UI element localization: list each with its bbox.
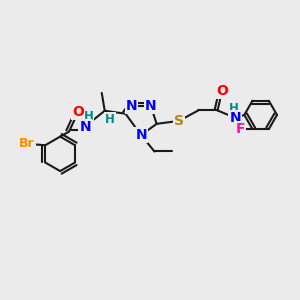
Text: O: O	[72, 105, 84, 119]
Text: H: H	[105, 112, 115, 126]
Text: N: N	[145, 99, 157, 112]
Text: Br: Br	[19, 137, 34, 150]
Text: N: N	[126, 99, 137, 112]
Text: N: N	[230, 111, 241, 125]
Text: H: H	[229, 103, 239, 116]
Text: N: N	[135, 128, 147, 142]
Text: S: S	[174, 114, 184, 128]
Text: F: F	[236, 122, 245, 136]
Text: O: O	[216, 84, 228, 98]
Text: H: H	[83, 110, 93, 123]
Text: N: N	[80, 120, 91, 134]
